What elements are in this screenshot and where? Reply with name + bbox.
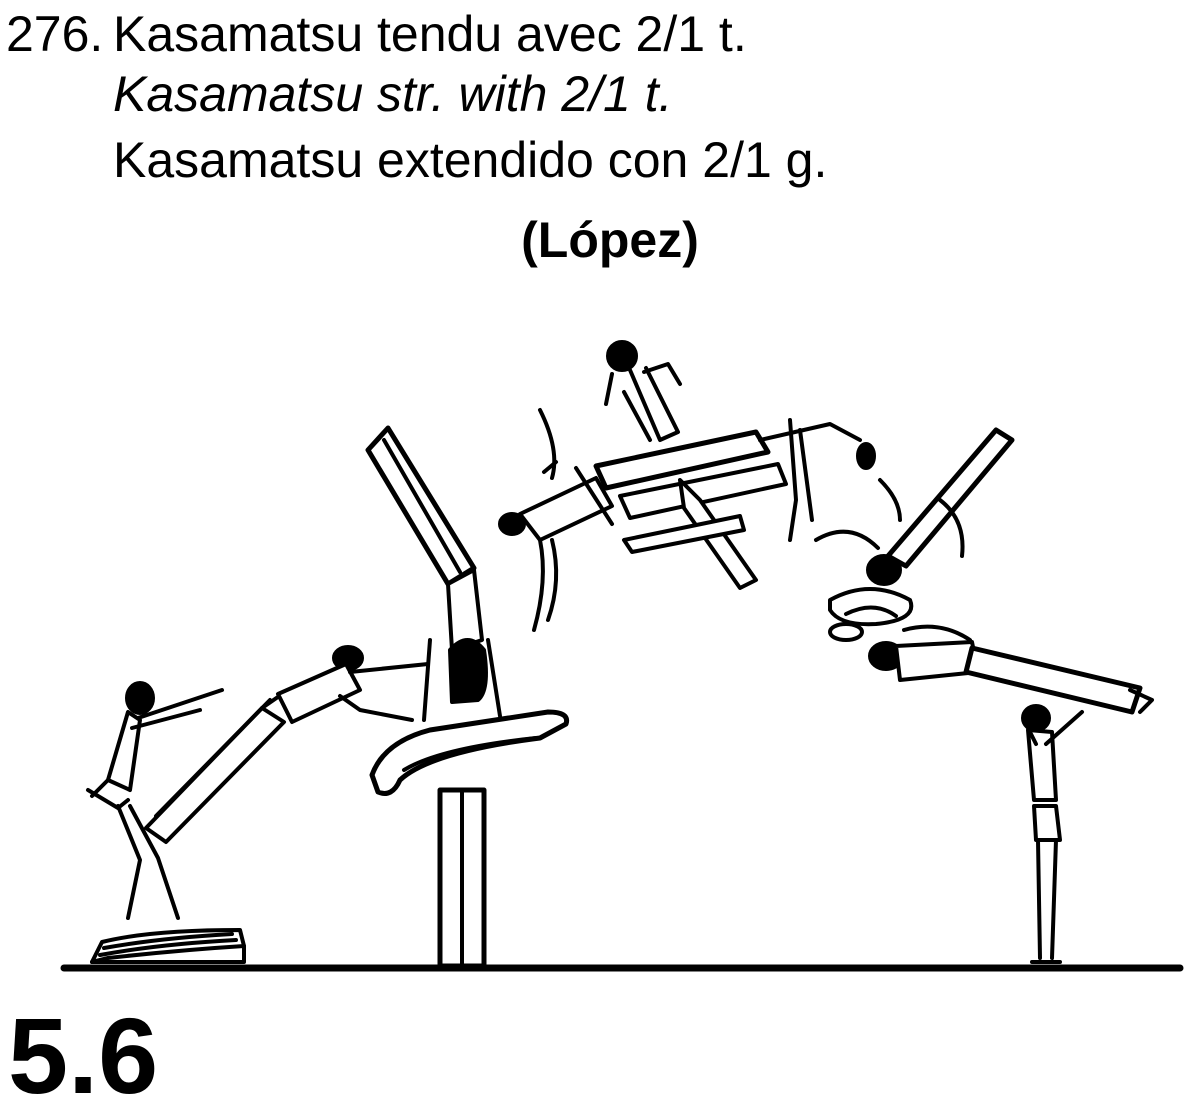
element-header: 276. Kasamatsu tendu avec 2/1 t. Kasamat… <box>0 0 1198 280</box>
vault-table <box>369 709 570 969</box>
difficulty-value: 5.6 <box>8 995 159 1116</box>
element-name-english: Kasamatsu str. with 2/1 t. <box>113 66 673 122</box>
gymnast-landing-rotation <box>814 427 1015 642</box>
gymnast-handstand <box>365 425 502 722</box>
gymnast-takeoff <box>86 681 224 920</box>
gymnast-landing <box>1021 704 1084 964</box>
springboard <box>90 928 246 964</box>
gymnast-flight-turn <box>498 408 771 632</box>
gymnast-mid-flight <box>618 418 876 590</box>
gymnast-stretched <box>868 624 1154 715</box>
element-number: 276. <box>6 6 104 62</box>
gymnast-top <box>604 340 682 442</box>
gymnast-preflight <box>144 645 430 844</box>
gymnast-name: (López) <box>521 212 699 268</box>
element-name-spanish: Kasamatsu extendido con 2/1 g. <box>113 132 828 188</box>
element-name-french: Kasamatsu tendu avec 2/1 t. <box>113 6 747 62</box>
